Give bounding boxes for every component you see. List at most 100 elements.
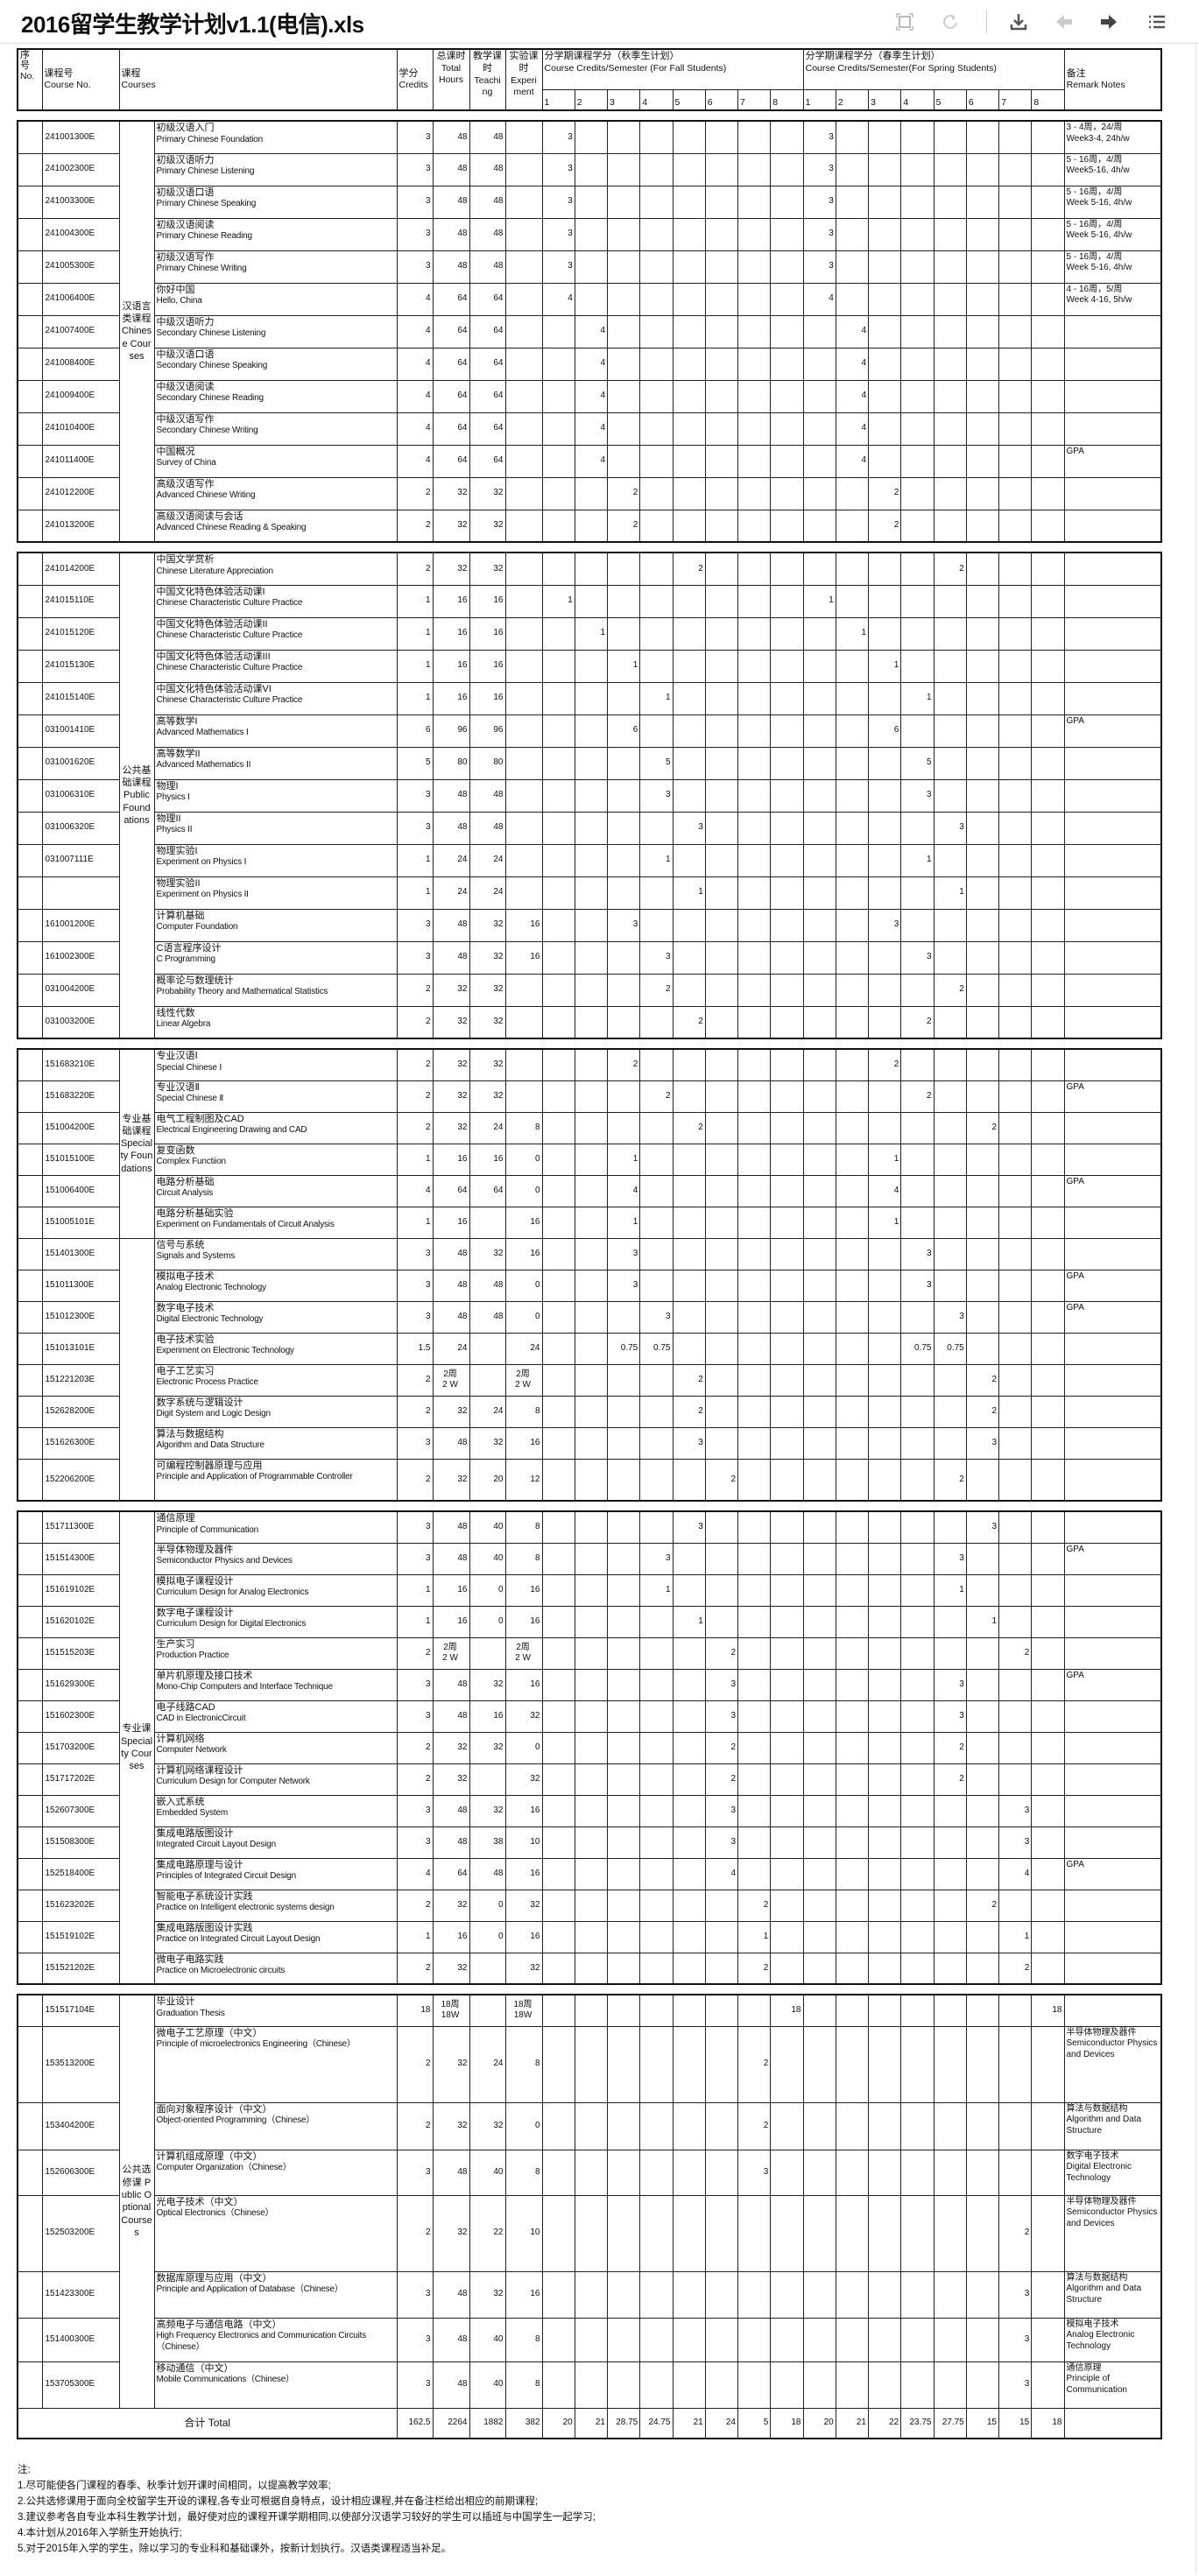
table-row[interactable]: 241001300E 汉语言类课程 Chinese Courses 初级汉语入门 Pr… [17,120,1162,543]
table-row[interactable]: 151508300E 集成电路版图设计 Integrated Circuit Lay… [17,1826,1162,1859]
table-row[interactable]: 151619102E 模拟电子课程设计 Curriculum Design for … [17,1573,1162,1607]
table-row[interactable]: 151515203E 生产实习 Production Practice 2 2周 2 W… [17,1636,1162,1670]
table-row[interactable]: 241003300E 初级汉语口语 Primary Chinese Speaking… [17,185,1162,219]
spring-semester-credit [965,250,1000,284]
table-row[interactable]: 153513200E 微电子工艺原理（中文） Principle of microe… [17,2025,1162,2103]
table-row[interactable]: 152206200E 可编程控制器原理与应用 Principle and Appli… [17,1458,1162,1502]
table-row[interactable]: 151703200E 计算机网络 Computer Network 2 32 32 0 2 2 [17,1731,1162,1764]
table-row[interactable]: 151423300E 数据库原理与应用（中文） Principle and Appl… [17,2270,1162,2319]
table-row[interactable]: 151711300E 专业课 Specialty Courses 通信原理 Princ… [17,1510,1162,1985]
spreadsheet-view[interactable]: 序号 No. 课程号 Course No. 课程 Courses 学分 Credits … [17,48,1163,2439]
fall-semester-credit [606,1510,641,1544]
table-row[interactable]: 152628200E 数字系统与逻辑设计 Digit System and Logi… [17,1395,1162,1428]
table-row[interactable]: 151401300E 信号与系统 Signals and Systems 3 48 32 1… [17,1237,1162,1502]
table-row[interactable]: 151717202E 计算机网络课程设计 Curriculum Design for… [17,1763,1162,1796]
fall-semester-credit [541,509,575,543]
table-row[interactable]: 153404200E 面向对象程序设计（中文） Object-oriented Pr… [17,2101,1162,2150]
table-row[interactable]: 151602300E 电子线路CAD CAD in ElectronicCircui… [17,1700,1162,1733]
spring-semester-credit: 3 [998,1794,1033,1827]
spring-semester-credit [900,1048,935,1081]
credits: 1 [396,616,434,651]
table-row[interactable]: 151005101E 电路分析基础实验 Experiment on Fundamen… [17,1206,1162,1239]
spring-semester-credit [802,1458,836,1502]
arrow-right-icon[interactable] [1097,11,1120,33]
table-row[interactable]: 031001620E 高等数学II Advanced Mathematics II 5… [17,746,1162,780]
credits: 1 [396,584,434,618]
table-row[interactable]: 241015120E 中国文化特色体验活动课II Chinese Character… [17,616,1162,651]
fall-semester-credit: 2 [704,1636,739,1670]
fit-screen-icon[interactable] [893,11,916,33]
table-row[interactable]: 031006310E 物理I Physics I 3 48 48 3 3 [17,778,1162,813]
fall-semester-credit [574,1174,609,1207]
course-name-cn: 嵌入式系统 [156,1796,205,1807]
table-row[interactable]: 241007400E 中级汉语听力 Secondary Chinese Listen… [17,314,1162,348]
table-row[interactable]: 151683210E 专业基础课程 Specialty Foundations 专业… [17,1048,1162,1239]
table-row[interactable]: 152606300E 计算机组成原理（中文） Computer Organizati… [17,2149,1162,2196]
table-row[interactable]: 241006400E 你好中国 Hello, China 4 64 64 4 4 4 - 16周… [17,282,1162,316]
row-number [17,1206,43,1239]
table-row[interactable]: 151004200E 电气工程制图及CAD Electrical Engineeri… [17,1111,1162,1144]
fall-semester-credit [672,2194,706,2272]
course-number: 151012300E [41,1300,120,1334]
course-name-en: Probability Theory and Mathematical Stat… [156,987,328,997]
table-row[interactable]: 152518400E 集成电路原理与设计 Principles of Integra… [17,1857,1162,1890]
table-row[interactable]: 241010400E 中级汉语写作 Secondary Chinese Writin… [17,412,1162,446]
course-name-en: Production Practice [156,1650,229,1661]
table-row[interactable]: 153705300E 移动通信（中文） Mobile Communications（… [17,2361,1162,2409]
fall-semester-3: 3 [607,88,641,111]
fall-semester-credit: 2 [606,1048,641,1081]
table-row[interactable]: 241015140E 中国文化特色体验活动课VI Chinese Character… [17,681,1162,715]
table-row[interactable]: 151012300E 数字电子技术 Digital Electronic Techn… [17,1300,1162,1334]
table-row[interactable]: 151013101E 电子技术实验 Experiment on Electronic… [17,1332,1162,1365]
table-row[interactable]: 物理实验II Experiment on Physics II 1 24 24 1 1 [17,876,1162,910]
rotate-icon[interactable] [939,11,962,33]
table-row[interactable]: 031006320E 物理II Physics II 3 48 48 3 3 [17,811,1162,845]
table-row[interactable]: 241011400E 中国概况 Survey of China 4 64 64 4 4 GPA [17,444,1162,478]
table-row[interactable]: 152607300E 嵌入式系统 Embedded System 3 48 32 16 3 3 [17,1794,1162,1827]
table-row[interactable]: 151011300E 模拟电子技术 Analog Electronic Techno… [17,1269,1162,1302]
table-row[interactable]: 152503200E 光电子技术（中文） Optical Electronics（C… [17,2194,1162,2272]
spring-semester-credit [1031,152,1065,187]
table-row[interactable]: 151514300E 半导体物理及器件 Semiconductor Physics … [17,1542,1162,1575]
table-row[interactable]: 031001410E 高等数学I Advanced Mathematics I 6 96… [17,714,1162,748]
course-group: 151683210E 专业基础课程 Specialty Foundations 专业… [17,1048,1162,1502]
fall-semester-credit [672,1700,706,1733]
arrow-left-icon[interactable] [1053,11,1076,33]
table-row[interactable]: 151400300E 高频电子与通信电路（中文） High Frequency El… [17,2317,1162,2362]
table-row[interactable]: 241005300E 初级汉语写作 Primary Chinese Writing 3… [17,250,1162,284]
table-row[interactable]: 161001200E 计算机基础 Computer Foundation 3 48 32 1… [17,908,1162,942]
menu-icon[interactable] [1146,11,1168,33]
table-row[interactable]: 151629300E 单片机原理及接口技术 Mono-Chip Computers … [17,1668,1162,1701]
table-row[interactable]: 151626300E 算法与数据结构 Algorithm and Data Stru… [17,1426,1162,1460]
table-row[interactable]: 151006400E 电路分析基础 Circuit Analysis 4 64 64 0 4 4… [17,1174,1162,1207]
table-row[interactable]: 241009400E 中级汉语阅读 Secondary Chinese Readin… [17,379,1162,413]
table-row[interactable]: 241015130E 中国文化特色体验活动课III Chinese Characte… [17,649,1162,683]
table-row[interactable]: 151623202E 智能电子系统设计实践 Practice on Intellig… [17,1889,1162,1922]
course-name-cn: 单片机原理及接口技术 [156,1670,253,1681]
table-row[interactable]: 241004300E 初级汉语阅读 Primary Chinese Reading 3… [17,217,1162,251]
table-row[interactable]: 151521202E 微电子电路实践 Practice on Microelectr… [17,1952,1162,1985]
remark [1063,1794,1162,1827]
table-row[interactable]: 241014200E 公共基础课程 Public Foundations 中国文学赏… [17,552,1162,1039]
table-row[interactable]: 031003200E 线性代数 Linear Algebra 2 32 32 2 2 [17,1005,1162,1039]
table-row[interactable]: 151683220E 专业汉语Ⅱ Special Chinese Ⅱ 2 32 32 2 2 G… [17,1080,1162,1113]
table-row[interactable]: 151519102E 集成电路版图设计实践 Practice on Integrat… [17,1920,1162,1953]
row-number [17,1458,43,1502]
teaching-hours: 32 [469,1731,506,1764]
download-icon[interactable] [1007,11,1030,33]
table-row[interactable]: 151221203E 电子工艺实习 Electronic Process Pract… [17,1363,1162,1397]
table-row[interactable]: 151517104E 公共选修课 Public Optional Courses 毕… [17,1994,1162,2409]
table-row[interactable]: 241002300E 初级汉语听力 Primary Chinese Listenin… [17,152,1162,187]
table-row[interactable]: 241015110E 中国文化特色体验活动课I Chinese Characteri… [17,584,1162,618]
table-row[interactable]: 151015100E 复变函数 Complex Functiion 1 16 16 0 1 1 [17,1143,1162,1176]
table-row[interactable]: 031004200E 概率论与数理统计 Probability Theory and… [17,973,1162,1007]
table-row[interactable]: 151620102E 数字电子课程设计 Curriculum Design for … [17,1605,1162,1638]
fall-semester-8: 8 [770,88,804,111]
table-row[interactable]: 241012200E 高级汉语写作 Advanced Chinese Writing… [17,476,1162,510]
table-row[interactable]: 241008400E 中级汉语口语 Secondary Chinese Speaki… [17,347,1162,381]
fall-semester-credit [574,1143,609,1176]
credits: 1 [396,1206,434,1239]
table-row[interactable]: 241013200E 高级汉语阅读与会话 Advanced Chinese Read… [17,509,1162,543]
table-row[interactable]: 161002300E C语言程序设计 C Programming 3 48 32 16 3 3 [17,940,1162,975]
